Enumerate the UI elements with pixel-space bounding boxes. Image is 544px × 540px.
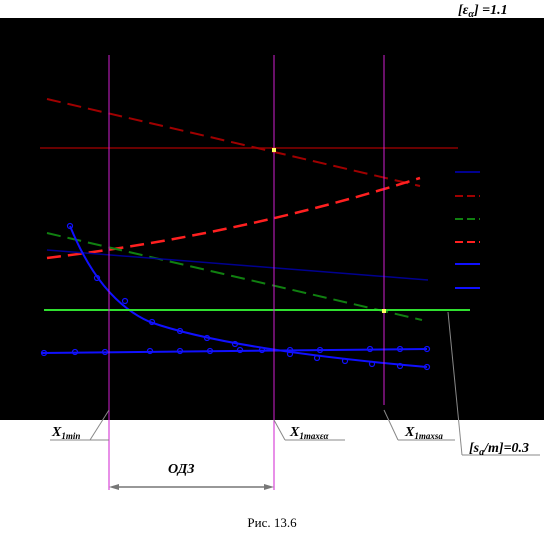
legend xyxy=(455,171,480,289)
point xyxy=(382,309,386,313)
point xyxy=(272,148,276,152)
caption: Рис. 13.6 xyxy=(247,515,297,530)
x1max-sa-label: X1maxsa xyxy=(404,425,443,441)
odz-label: ОДЗ xyxy=(168,462,194,477)
x1max-eps-label: X1maxεα xyxy=(289,425,330,441)
markers xyxy=(40,222,431,371)
blue-flat xyxy=(41,348,428,354)
blue-curve xyxy=(69,225,428,368)
leaders xyxy=(50,311,540,456)
navy-line xyxy=(46,249,429,281)
curves xyxy=(40,55,470,490)
sa-m-label: [sa/m]=0.3 xyxy=(469,441,529,458)
epsilon-label: [εα] =1.1 xyxy=(458,3,508,20)
red-dashed xyxy=(46,176,421,260)
x1min-label: X1min xyxy=(51,425,80,441)
